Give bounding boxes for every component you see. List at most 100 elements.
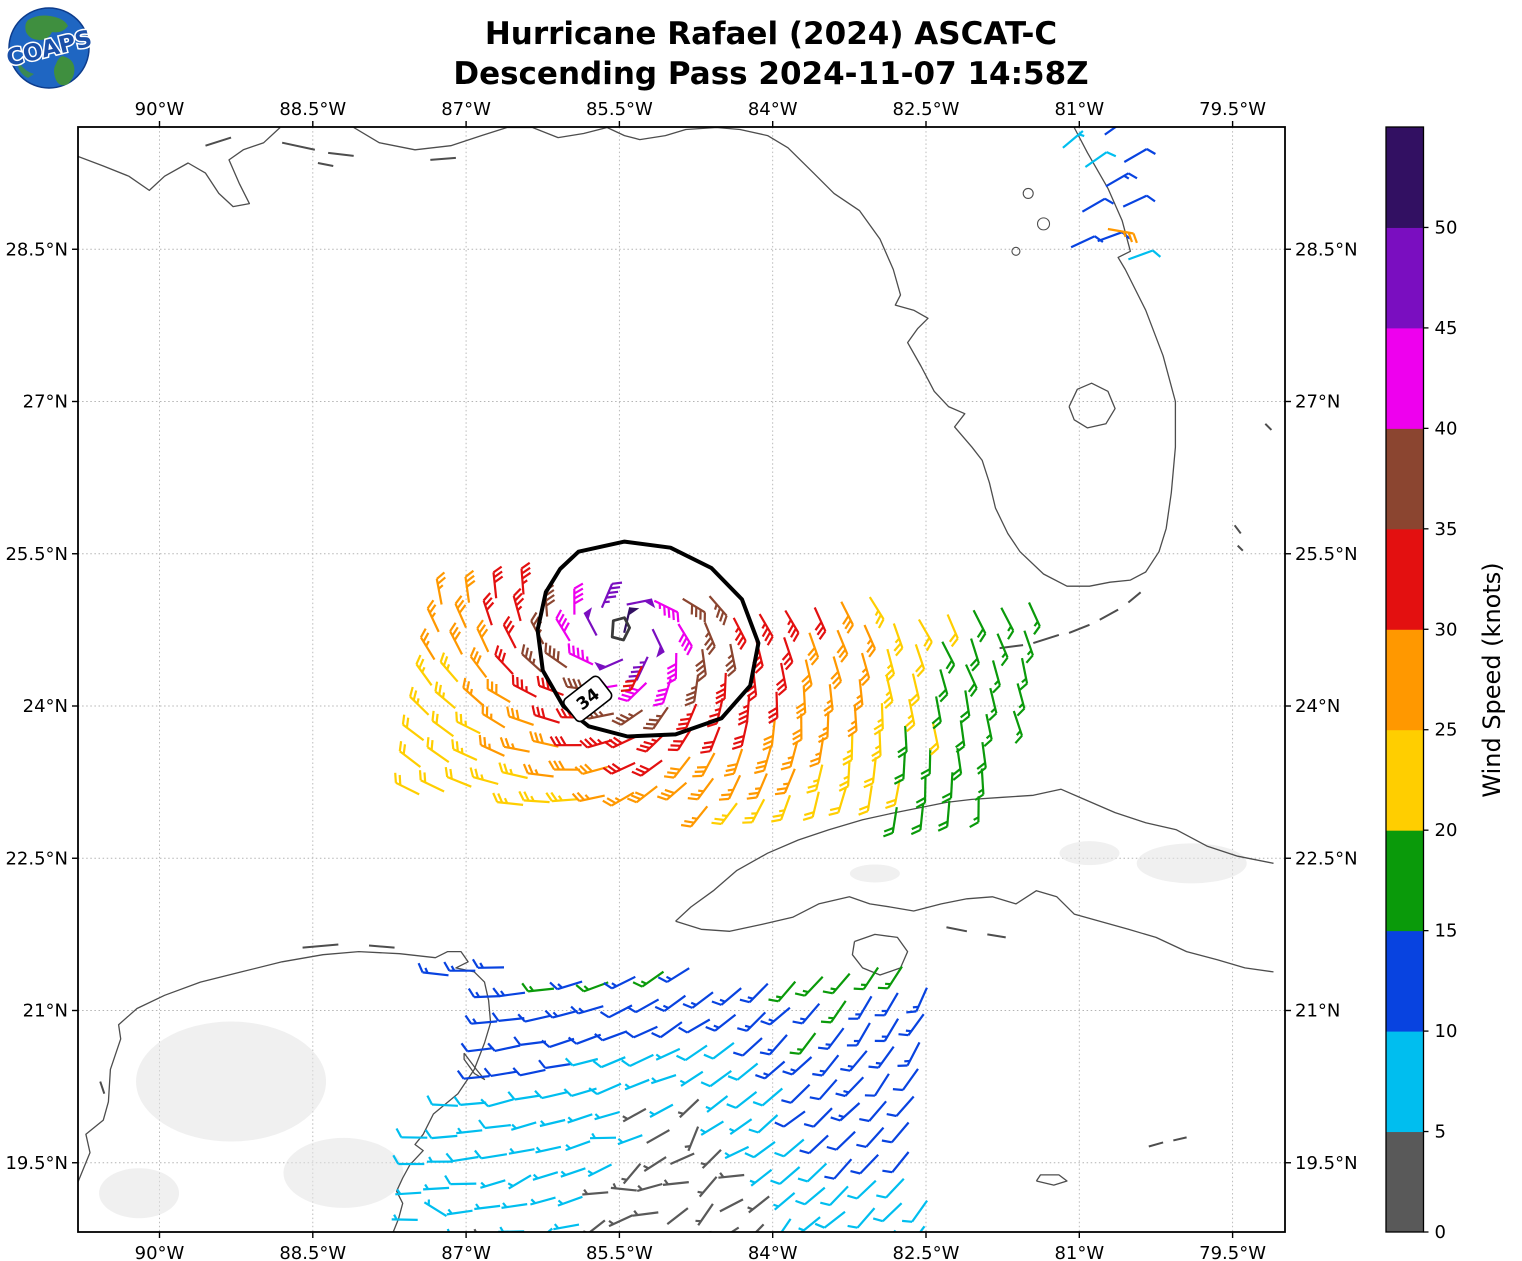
wind-barb xyxy=(1105,172,1138,188)
wind-barb xyxy=(737,1011,767,1032)
wind-barb xyxy=(872,1202,903,1223)
wind-barb xyxy=(545,791,578,803)
wind-barb xyxy=(723,748,744,777)
wind-barb xyxy=(758,613,774,646)
colorbar-tick-label: 20 xyxy=(1435,820,1458,841)
colorbar: 0 5 10 15 20 25 30 35 40 45 50 xyxy=(1385,126,1458,1243)
wind-barb xyxy=(666,1207,689,1225)
y-axis-tick-label: 24°N xyxy=(1295,696,1340,717)
wind-barb xyxy=(394,772,420,796)
wind-barb xyxy=(453,1096,487,1106)
wind-barb xyxy=(972,609,987,643)
colorbar-band xyxy=(1386,1131,1424,1233)
wind-barb xyxy=(677,1098,700,1119)
wind-barb xyxy=(549,735,582,747)
wind-barb xyxy=(434,681,456,710)
wind-barb xyxy=(847,1179,877,1200)
wind-barb xyxy=(492,987,526,998)
wind-barb xyxy=(695,1203,714,1226)
wind-barb xyxy=(700,1120,724,1136)
wind-barb xyxy=(483,1067,517,1077)
wind-barb xyxy=(799,1134,829,1155)
wind-barb xyxy=(874,992,899,1017)
x-axis-tick-label: 85.5°W xyxy=(586,1243,653,1261)
wind-barb xyxy=(456,1069,490,1080)
wind-barb xyxy=(392,1154,425,1166)
colorbar-band xyxy=(1386,629,1424,731)
colorbar-axis-label: Wind Speed (knots) xyxy=(1478,562,1506,797)
wind-barb xyxy=(426,1156,453,1163)
wind-barb xyxy=(711,802,738,826)
y-axis-tick-label: 28.5°N xyxy=(1295,239,1358,260)
wind-barb xyxy=(415,654,433,686)
wind-barb xyxy=(610,1182,637,1192)
wind-barb xyxy=(417,962,449,977)
wind-barb xyxy=(626,598,656,609)
colorbar-tick-label: 45 xyxy=(1435,318,1458,339)
wind-barb xyxy=(850,1153,879,1175)
wind-barb xyxy=(708,595,728,626)
wind-barb xyxy=(684,1126,700,1152)
wind-barb xyxy=(512,587,525,622)
island-dash xyxy=(281,141,316,151)
wind-barb xyxy=(820,1185,849,1207)
coastline xyxy=(353,127,1177,587)
wind-barb xyxy=(492,792,524,806)
wind-barb xyxy=(512,1067,546,1077)
wind-barb xyxy=(898,1013,925,1037)
wind-barb xyxy=(762,719,776,751)
wind-barb xyxy=(624,1025,658,1039)
wind-barb xyxy=(885,778,901,810)
wind-barb xyxy=(544,1009,578,1019)
x-axis-tick-label: 81°W xyxy=(1054,1243,1104,1261)
colorbar-tick-label: 0 xyxy=(1435,1222,1446,1243)
island-dash xyxy=(1237,544,1244,552)
wind-barb xyxy=(700,1070,732,1088)
wind-barb xyxy=(657,1235,683,1238)
wind-barb xyxy=(600,581,623,609)
colorbar-band xyxy=(1386,1031,1424,1133)
wind-barb xyxy=(806,764,824,794)
wind-barb xyxy=(754,745,773,775)
colorbar-tick-label: 25 xyxy=(1435,720,1458,741)
wind-barb xyxy=(893,753,906,785)
wind-barb xyxy=(780,1218,792,1232)
wind-barb xyxy=(773,1192,796,1211)
wind-barb xyxy=(678,1018,711,1034)
island-dash xyxy=(1068,623,1090,634)
lake xyxy=(1022,187,1034,199)
colorbar-tick-label: 15 xyxy=(1435,921,1458,942)
wind-barb xyxy=(486,679,511,704)
wind-barb xyxy=(508,1147,535,1155)
wind-barb xyxy=(859,1100,887,1123)
island-dash xyxy=(1264,423,1273,431)
wind-barb xyxy=(560,1167,586,1178)
colorbar-tick-label: 35 xyxy=(1435,519,1458,540)
wind-barb xyxy=(915,776,927,809)
wind-barb xyxy=(732,617,747,650)
wind-barb xyxy=(964,664,978,698)
terrain-shading xyxy=(1136,843,1247,884)
wind-barb xyxy=(1122,194,1156,208)
wind-barb xyxy=(752,1087,784,1107)
wind-barb xyxy=(840,1235,869,1252)
wind-barb xyxy=(749,1168,773,1187)
island-dash xyxy=(302,943,339,949)
wind-barb xyxy=(426,1095,458,1107)
wind-barb xyxy=(836,629,849,663)
wind-barb xyxy=(564,1057,599,1067)
wind-barb xyxy=(801,659,813,693)
wind-barb xyxy=(727,1062,759,1081)
logo-north-america xyxy=(25,15,68,40)
wind-barb xyxy=(729,1118,753,1136)
logo-land-blob xyxy=(18,64,34,78)
wind-barb xyxy=(626,998,660,1014)
wind-barb xyxy=(803,1107,833,1128)
wind-barb xyxy=(474,1203,501,1211)
wind-barb xyxy=(663,756,691,779)
x-axis-tick-label: 79.5°W xyxy=(1199,99,1266,120)
wind-barb xyxy=(937,800,951,832)
wind-barb xyxy=(941,641,956,674)
terrain-shading xyxy=(283,1137,404,1208)
wind-barb xyxy=(676,1044,708,1062)
